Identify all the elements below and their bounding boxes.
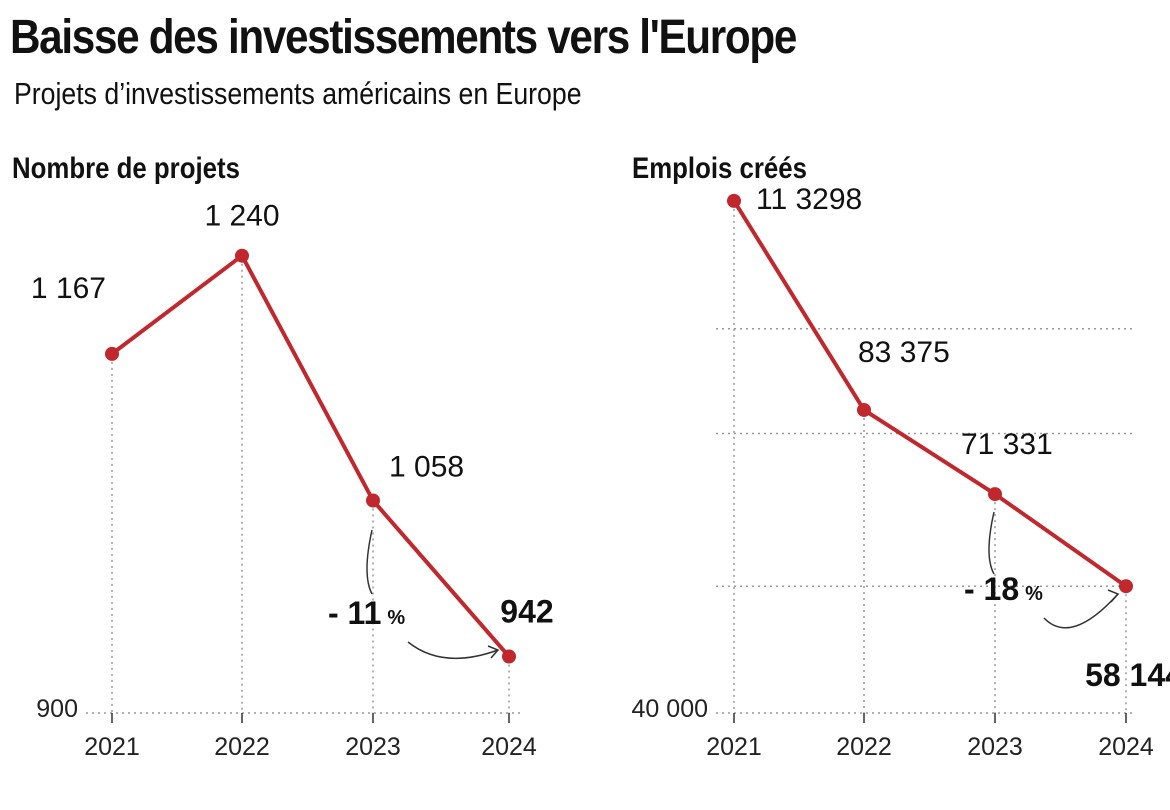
data-label: 71 331 <box>961 428 1053 461</box>
x-tick-label: 2021 <box>706 733 762 761</box>
y-tick-label: 40 000 <box>632 695 708 723</box>
data-label: 1 058 <box>389 450 464 483</box>
data-point <box>366 493 380 508</box>
data-label: 1 167 <box>31 272 106 305</box>
arrow-stem <box>366 529 373 595</box>
series-line <box>110 253 511 658</box>
arrow-head <box>487 645 500 659</box>
arrow-stem <box>988 511 995 575</box>
x-tick-label: 2021 <box>84 733 140 761</box>
data-point <box>988 487 1002 502</box>
data-label: 58 144 <box>1085 657 1170 693</box>
x-tick-label: 2023 <box>967 733 1023 761</box>
x-tick-label: 2022 <box>836 733 892 761</box>
data-label: 942 <box>500 594 553 630</box>
data-point <box>857 402 871 417</box>
x-tick-label: 2024 <box>481 733 537 761</box>
change-annotation: - 18% <box>964 571 1043 607</box>
page-title: Baisse des investissements vers l'Europe <box>10 11 797 64</box>
data-label: 1 240 <box>204 200 279 233</box>
chart-title-projects: Nombre de projets <box>12 152 240 185</box>
data-label: 83 375 <box>858 336 950 369</box>
x-tick-label: 2022 <box>214 733 270 761</box>
arrow-curve <box>1043 593 1119 629</box>
page-subtitle: Projets d’investissements américains en … <box>14 76 582 111</box>
chart-title-jobs: Emplois créés <box>632 152 807 185</box>
data-point <box>105 346 119 361</box>
x-tick-label: 2023 <box>345 733 401 761</box>
x-tick-label: 2024 <box>1098 733 1154 761</box>
series-line <box>732 199 1128 588</box>
data-label: 11 3298 <box>756 183 862 216</box>
data-point <box>1119 579 1133 594</box>
data-point <box>727 193 741 208</box>
arrow-curve <box>407 641 499 660</box>
arrow-head <box>1107 589 1120 603</box>
chart-jobs: 40 000 2021 2022 2023 2024 11 3298 83 375 71 33… <box>632 183 1170 761</box>
change-annotation: - 11% <box>328 595 405 631</box>
y-tick-label: 900 <box>36 695 78 723</box>
data-point <box>235 248 249 263</box>
data-point <box>502 649 516 664</box>
